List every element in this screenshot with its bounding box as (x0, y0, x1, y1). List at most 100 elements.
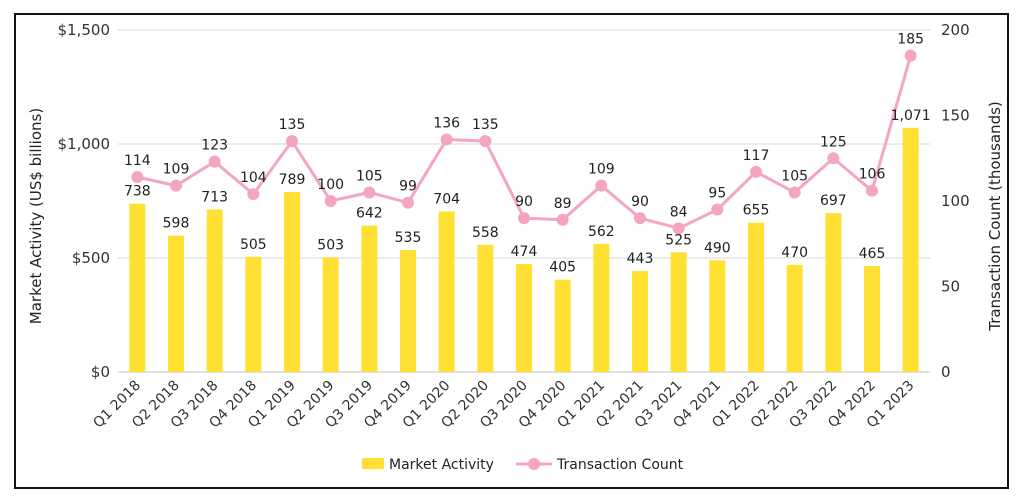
bar-data-label: 505 (240, 237, 267, 253)
line-data-label: 136 (433, 115, 460, 131)
line-data-label: 185 (897, 32, 924, 48)
line-data-label: 89 (554, 196, 572, 212)
transaction-count-point (827, 152, 840, 165)
bar-q1-2023 (902, 127, 919, 372)
y-right-tick-label: 150 (941, 107, 970, 125)
transaction-count-point (672, 222, 685, 235)
y-right-tick-label: 100 (941, 192, 970, 210)
bar-q1-2019 (284, 192, 300, 372)
line-data-label: 117 (743, 148, 770, 164)
y-right-tick-label: 0 (941, 363, 951, 381)
bar-q1-2022 (748, 222, 764, 372)
bar-data-label: 443 (627, 251, 654, 267)
line-data-label: 84 (670, 204, 688, 220)
bar-data-label: 465 (859, 246, 886, 262)
bar-q1-2018 (129, 203, 146, 372)
line-data-label: 114 (124, 153, 151, 169)
transaction-count-point (556, 213, 569, 226)
transaction-count-point (750, 165, 762, 178)
y-left-tick-label: $1,500 (58, 21, 111, 39)
line-data-label: 106 (859, 167, 886, 183)
bar-data-label: 525 (665, 232, 692, 248)
y-left-tick-label: $0 (91, 363, 110, 381)
bar-data-label: 642 (356, 206, 383, 222)
bar-q2-2022 (786, 264, 803, 372)
bar-data-label: 558 (472, 225, 499, 241)
transaction-count-point (402, 196, 414, 209)
legend: Market Activity Transaction Count (362, 457, 684, 473)
bar-q4-2018 (245, 256, 262, 372)
transaction-count-point (131, 171, 144, 184)
bar-data-label: 562 (588, 224, 615, 240)
bar-q4-2019 (400, 250, 416, 372)
transaction-count-point (711, 203, 724, 216)
line-data-label: 99 (399, 179, 417, 195)
line-data-label: 90 (515, 194, 533, 210)
bar-q3-2021 (670, 252, 687, 372)
legend-swatch-market-activity (362, 458, 384, 469)
bar-data-label: 1,071 (891, 108, 931, 124)
bar-q1-2020 (438, 211, 455, 372)
bar-q3-2022 (825, 213, 842, 372)
transaction-count-point (595, 179, 608, 192)
bar-q3-2019 (361, 225, 378, 372)
line-data-label: 105 (781, 168, 808, 184)
transaction-count-point (479, 135, 492, 148)
y-axis-left-title: Market Activity (US$ billions) (27, 108, 45, 324)
bar-data-label: 713 (201, 189, 228, 205)
bar-q2-2021 (632, 270, 648, 372)
line-data-label: 104 (240, 170, 267, 186)
bar-data-label: 655 (743, 203, 770, 219)
transaction-count-point (788, 186, 801, 199)
transaction-count-point (286, 135, 298, 148)
transaction-count-point (866, 184, 878, 197)
bar-data-label: 405 (549, 260, 576, 276)
line-data-label: 125 (820, 134, 847, 150)
legend-label-market-activity: Market Activity (389, 457, 494, 473)
y-axis-right-title: Transaction Count (thousands) (986, 101, 1004, 332)
transaction-count-point (440, 133, 453, 146)
legend-label-transaction-count: Transaction Count (556, 457, 684, 473)
y-right-tick-label: 200 (941, 21, 970, 39)
bar-q3-2018 (206, 209, 223, 372)
transaction-count-point (324, 195, 337, 207)
line-data-label: 100 (317, 177, 344, 193)
y-right-tick-label: 50 (941, 278, 960, 296)
bar-q4-2021 (709, 260, 726, 372)
bar-q4-2022 (864, 265, 880, 372)
bar-data-label: 789 (279, 172, 306, 188)
transaction-count-point (170, 179, 182, 192)
bar-q3-2020 (516, 263, 532, 372)
bar-q2-2018 (168, 235, 184, 372)
bar-q1-2021 (593, 243, 610, 372)
bar-data-label: 697 (820, 193, 847, 209)
bar-q4-2020 (554, 279, 571, 372)
line-data-label: 135 (472, 117, 499, 133)
y-left-tick-label: $1,000 (58, 135, 111, 153)
transaction-count-point (247, 188, 260, 201)
bar-data-label: 470 (781, 245, 808, 261)
line-data-label: 105 (356, 168, 383, 184)
transaction-count-point (904, 49, 917, 62)
transaction-count-point (208, 155, 221, 168)
line-data-label: 109 (163, 162, 190, 178)
bar-data-label: 474 (511, 244, 538, 260)
bar-data-label: 738 (124, 184, 151, 200)
y-left-tick-label: $500 (72, 249, 110, 267)
transaction-count-point (363, 186, 376, 199)
line-data-label: 123 (201, 138, 228, 154)
bar-series (129, 127, 919, 372)
data-labels: 114 109 123 104 135 100 105 99 136 135 90 89 109 90 84… (124, 32, 931, 276)
bar-data-label: 704 (433, 191, 460, 207)
bar-q2-2020 (477, 244, 494, 372)
line-data-label: 109 (588, 162, 615, 178)
line-data-label: 95 (708, 186, 726, 202)
transaction-count-point (634, 212, 646, 225)
bar-data-label: 503 (317, 237, 344, 253)
line-data-label: 135 (279, 117, 306, 133)
legend-marker-transaction-count (528, 458, 540, 470)
bar-data-label: 535 (395, 230, 422, 246)
transaction-count-point (518, 212, 530, 225)
bar-data-label: 490 (704, 240, 731, 256)
